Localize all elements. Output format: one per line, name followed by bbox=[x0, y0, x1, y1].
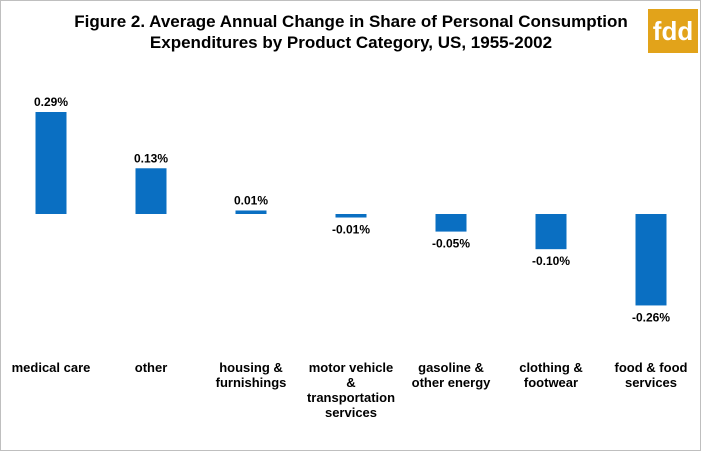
category-label-0: medical care bbox=[12, 360, 91, 375]
bar-4 bbox=[435, 214, 467, 232]
data-label-0: 0.29% bbox=[34, 95, 68, 109]
data-label-4: -0.05% bbox=[432, 237, 470, 251]
fdd-logo: fdd bbox=[648, 9, 698, 53]
data-label-2: 0.01% bbox=[234, 193, 268, 207]
data-label-6: -0.26% bbox=[632, 310, 670, 324]
data-label-3: -0.01% bbox=[332, 223, 370, 237]
chart-title-line-1: Figure 2. Average Annual Change in Share… bbox=[74, 12, 628, 31]
category-label-5: clothing & footwear bbox=[519, 360, 583, 390]
bar-6 bbox=[635, 214, 667, 306]
category-label-1: other bbox=[135, 360, 168, 375]
chart-title: Figure 2. Average Annual Change in Share… bbox=[61, 11, 641, 53]
category-label-2: housing & furnishings bbox=[216, 360, 287, 390]
bar-3 bbox=[335, 214, 367, 218]
data-label-1: 0.13% bbox=[134, 151, 168, 165]
bar-5 bbox=[535, 214, 567, 250]
category-label-4: gasoline & other energy bbox=[412, 360, 492, 390]
bar-2 bbox=[235, 210, 267, 214]
bar-1 bbox=[135, 168, 167, 214]
chart-title-line-2: Expenditures by Product Category, US, 19… bbox=[149, 33, 553, 52]
data-label-5: -0.10% bbox=[532, 254, 570, 268]
bar-0 bbox=[35, 112, 67, 214]
category-label-3: motor vehicle & transportation services bbox=[307, 360, 395, 420]
category-label-6: food & food services bbox=[615, 360, 688, 390]
